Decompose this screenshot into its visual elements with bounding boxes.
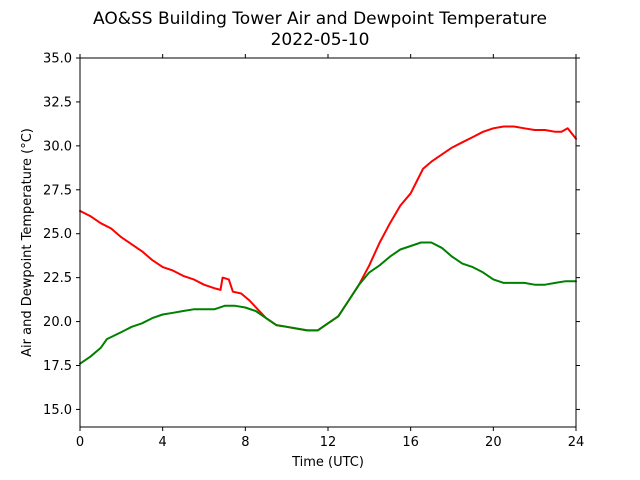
y-tick-label: 15.0 bbox=[43, 403, 72, 418]
x-tick-label: 24 bbox=[568, 435, 585, 450]
y-tick-label: 25.0 bbox=[43, 227, 72, 242]
x-tick-label: 8 bbox=[241, 435, 249, 450]
x-tick-label: 12 bbox=[320, 435, 337, 450]
x-tick-label: 4 bbox=[159, 435, 167, 450]
y-tick-label: 32.5 bbox=[43, 95, 72, 110]
plot-frame bbox=[79, 57, 577, 428]
air-temperature-line bbox=[79, 125, 577, 332]
y-tick-label: 35.0 bbox=[43, 52, 72, 67]
y-tick-label: 27.5 bbox=[43, 183, 72, 198]
chart-subtitle: 2022-05-10 bbox=[271, 30, 370, 50]
x-tick-label: 0 bbox=[76, 435, 84, 450]
x-axis-label: Time (UTC) bbox=[291, 455, 364, 470]
x-tick-label: 20 bbox=[485, 435, 502, 450]
series-layer bbox=[79, 125, 577, 365]
axis-ticks: 0 4 8 12 16 20 24 15.0 17.5 20.0 22.5 25.0 27.5 30.0 3… bbox=[43, 52, 584, 451]
chart-title: AO&SS Building Tower Air and Dewpoint Te… bbox=[93, 9, 547, 29]
y-tick-label: 17.5 bbox=[43, 359, 72, 374]
y-tick-label: 20.0 bbox=[43, 315, 72, 330]
dewpoint-temperature-line bbox=[79, 241, 577, 365]
y-axis-label: Air and Dewpoint Temperature (°C) bbox=[20, 128, 35, 357]
x-tick-label: 16 bbox=[402, 435, 419, 450]
y-tick-label: 22.5 bbox=[43, 271, 72, 286]
y-tick-label: 30.0 bbox=[43, 139, 72, 154]
